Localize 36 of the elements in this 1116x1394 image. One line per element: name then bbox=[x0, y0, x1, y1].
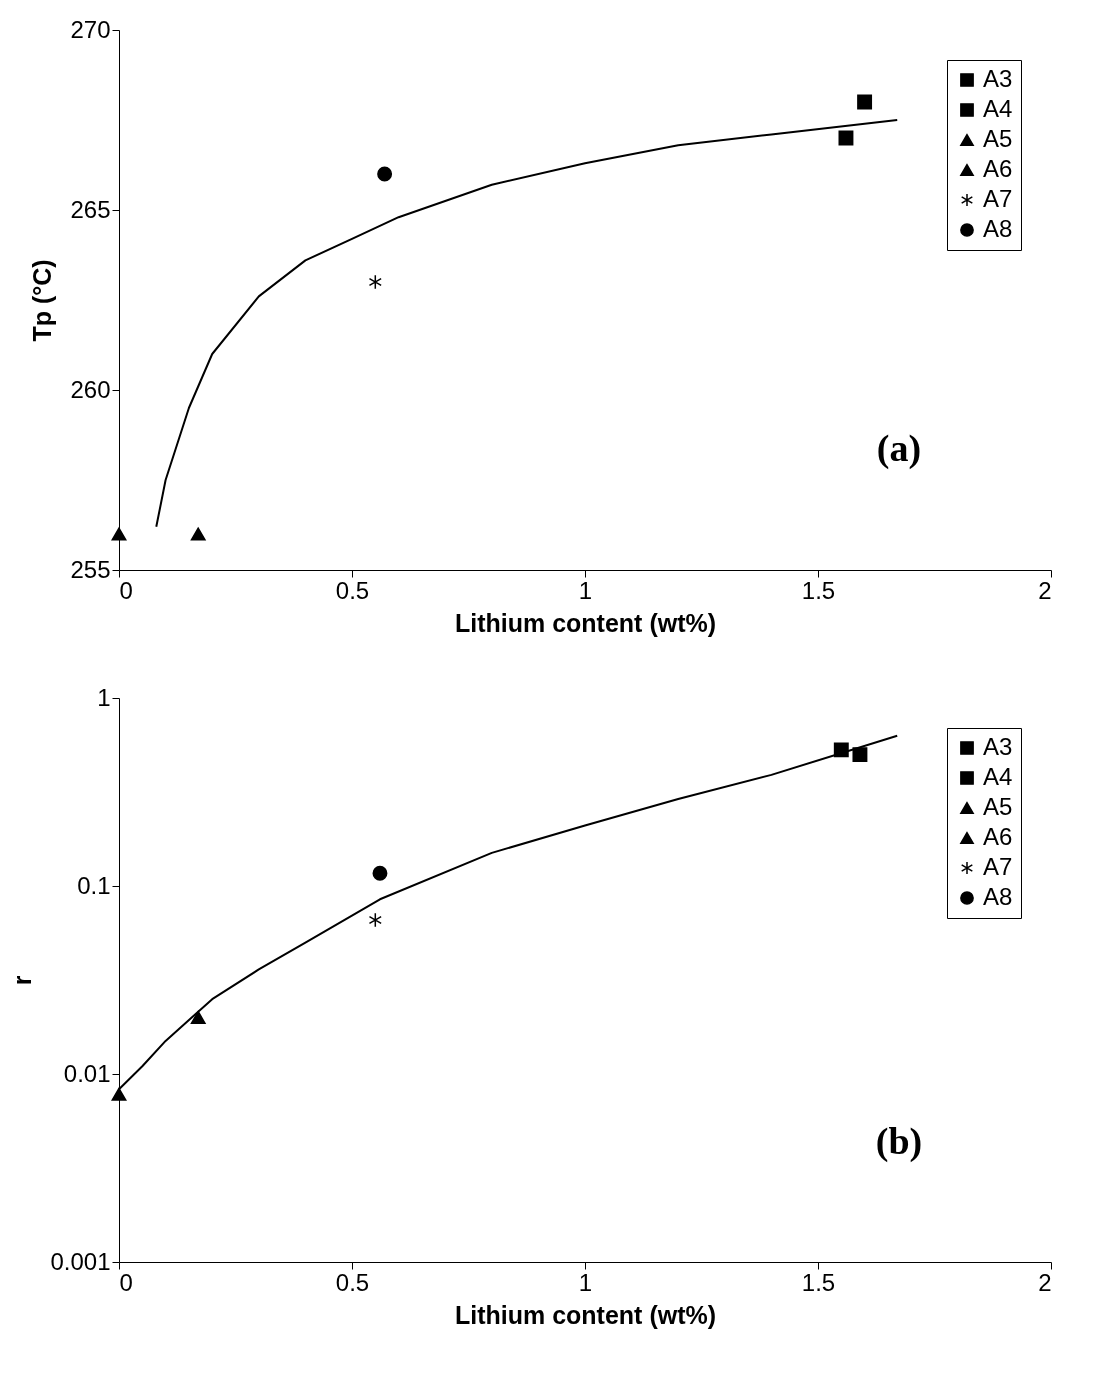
y-tick-label: 265 bbox=[70, 195, 111, 223]
y-axis-title: r bbox=[8, 975, 37, 986]
x-axis-title: Lithium content (wt%) bbox=[454, 608, 717, 637]
legend-label: A7 bbox=[983, 853, 1013, 880]
x-tick-label: 2 bbox=[1038, 576, 1052, 604]
legend-label: A7 bbox=[983, 185, 1013, 212]
y-tick-label: 0.001 bbox=[50, 1247, 111, 1275]
y-tick-label: 1 bbox=[97, 683, 111, 711]
x-tick-label: 0 bbox=[119, 1268, 133, 1296]
legend-label: A8 bbox=[983, 215, 1013, 242]
legend-label: A6 bbox=[983, 823, 1013, 850]
annotation: (b) bbox=[875, 1120, 923, 1163]
legend-label: A5 bbox=[983, 125, 1013, 152]
x-axis-title: Lithium content (wt%) bbox=[454, 1300, 717, 1329]
legend-label: A6 bbox=[983, 155, 1013, 182]
x-tick-label: 0 bbox=[119, 576, 133, 604]
y-axis-title: Tp (°C) bbox=[28, 259, 57, 342]
x-tick-label: 0.5 bbox=[335, 576, 370, 604]
y-tick-label: 0.1 bbox=[77, 871, 111, 899]
x-tick-label: 1 bbox=[578, 1268, 593, 1296]
y-tick-label: 255 bbox=[70, 555, 111, 583]
y-tick-label: 260 bbox=[70, 375, 111, 403]
legend-label: A4 bbox=[983, 95, 1013, 122]
x-tick-label: 1.5 bbox=[801, 576, 836, 604]
legend-label: A3 bbox=[983, 733, 1013, 760]
annotation: (a) bbox=[876, 427, 922, 470]
x-tick-label: 0.5 bbox=[335, 1268, 370, 1296]
y-tick-label: 0.01 bbox=[63, 1059, 111, 1087]
x-tick-label: 1 bbox=[578, 576, 593, 604]
legend-label: A3 bbox=[983, 65, 1013, 92]
legend-label: A4 bbox=[983, 763, 1013, 790]
x-tick-label: 2 bbox=[1038, 1268, 1052, 1296]
legend-label: A5 bbox=[983, 793, 1013, 820]
x-tick-label: 1.5 bbox=[801, 1268, 836, 1296]
y-tick-label: 270 bbox=[70, 15, 111, 43]
legend-label: A8 bbox=[983, 883, 1013, 910]
